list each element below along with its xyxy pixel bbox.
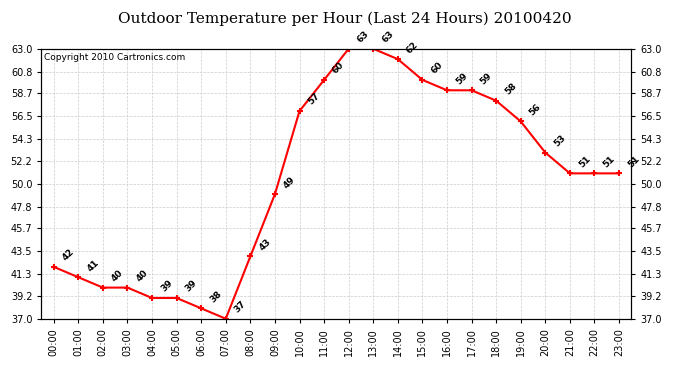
Text: 60: 60 xyxy=(331,61,346,76)
Text: 59: 59 xyxy=(454,71,469,86)
Text: Copyright 2010 Cartronics.com: Copyright 2010 Cartronics.com xyxy=(44,53,186,62)
Text: 38: 38 xyxy=(208,289,224,304)
Text: 58: 58 xyxy=(503,81,518,96)
Text: 51: 51 xyxy=(577,154,592,169)
Text: 63: 63 xyxy=(355,29,371,45)
Text: 57: 57 xyxy=(306,92,322,107)
Text: Outdoor Temperature per Hour (Last 24 Hours) 20100420: Outdoor Temperature per Hour (Last 24 Ho… xyxy=(118,11,572,26)
Text: 39: 39 xyxy=(184,279,199,294)
Text: 41: 41 xyxy=(86,258,101,273)
Text: 51: 51 xyxy=(626,154,641,169)
Text: 49: 49 xyxy=(282,175,297,190)
Text: 53: 53 xyxy=(552,133,567,148)
Text: 37: 37 xyxy=(233,299,248,315)
Text: 59: 59 xyxy=(479,71,494,86)
Text: 63: 63 xyxy=(380,29,395,45)
Text: 60: 60 xyxy=(429,61,444,76)
Text: 43: 43 xyxy=(257,237,273,252)
Text: 62: 62 xyxy=(405,40,420,55)
Text: 42: 42 xyxy=(61,248,76,262)
Text: 40: 40 xyxy=(110,268,125,284)
Text: 40: 40 xyxy=(135,268,150,284)
Text: 51: 51 xyxy=(602,154,617,169)
Text: 56: 56 xyxy=(528,102,543,117)
Text: 39: 39 xyxy=(159,279,175,294)
